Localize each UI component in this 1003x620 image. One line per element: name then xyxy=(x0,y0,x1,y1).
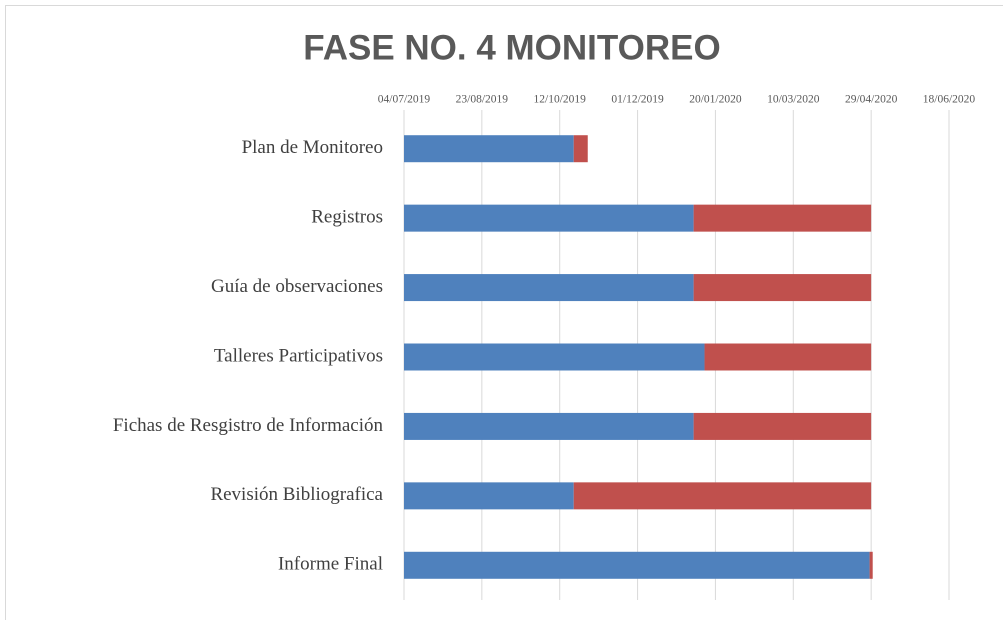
y-tick-label: Fichas de Resgistro de Información xyxy=(113,415,384,436)
y-tick-label: Talleres Participativos xyxy=(214,345,383,366)
x-tick-label: 23/08/2019 xyxy=(456,94,509,106)
bar xyxy=(693,412,872,440)
bar xyxy=(573,135,588,163)
bar xyxy=(404,412,694,440)
x-tick-label: 29/04/2020 xyxy=(845,94,898,106)
chart-title: FASE NO. 4 MONITOREO xyxy=(303,28,720,67)
y-tick-label: Revisión Bibliografica xyxy=(210,484,383,505)
x-tick-label: 12/10/2019 xyxy=(534,94,587,106)
x-tick-label: 20/01/2020 xyxy=(689,94,742,106)
chart-border xyxy=(5,5,1003,620)
y-tick-label: Registros xyxy=(311,207,383,228)
bar xyxy=(404,343,705,371)
bar xyxy=(404,135,574,163)
bar xyxy=(404,551,870,579)
x-tick-label: 18/06/2020 xyxy=(923,94,976,106)
y-tick-label: Guía de observaciones xyxy=(211,276,383,297)
bar xyxy=(404,482,574,510)
y-tick-label: Informe Final xyxy=(278,554,383,575)
x-tick-label: 01/12/2019 xyxy=(611,94,664,106)
bar xyxy=(573,482,872,510)
bar xyxy=(404,204,694,232)
x-tick-label: 10/03/2020 xyxy=(767,94,820,106)
bar xyxy=(404,274,694,302)
bar xyxy=(704,343,872,371)
y-tick-label: Plan de Monitoreo xyxy=(242,137,383,158)
bar xyxy=(693,274,872,302)
bar xyxy=(693,204,872,232)
x-tick-label: 04/07/2019 xyxy=(378,94,431,106)
bar xyxy=(869,551,873,579)
